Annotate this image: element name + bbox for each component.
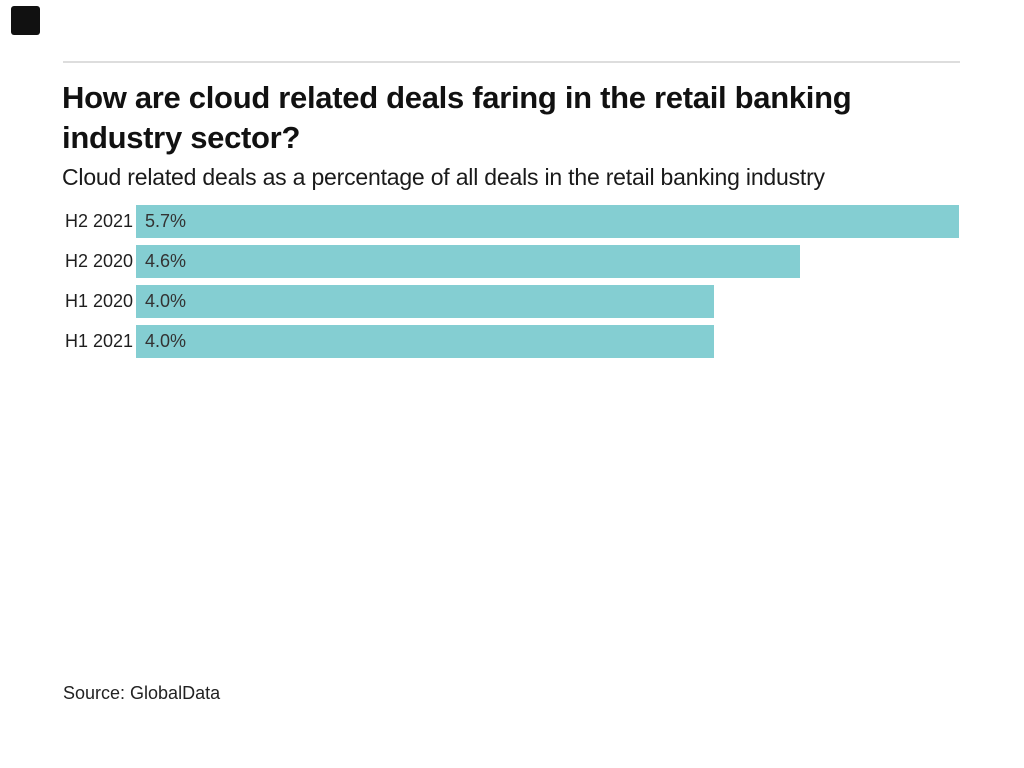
bar: 5.7% [136, 205, 959, 238]
bar-value-label: 5.7% [145, 211, 187, 231]
bar: 4.0% [136, 325, 714, 358]
bar-row: H2 2021 5.7% [65, 205, 985, 238]
page-title: How are cloud related deals faring in th… [62, 78, 852, 158]
category-label: H1 2020 [65, 291, 134, 311]
source-note: Source: GlobalData [63, 683, 221, 703]
category-label: H2 2020 [65, 251, 134, 271]
bar-value-label: 4.0% [145, 291, 187, 311]
header-divider [63, 61, 960, 63]
publisher-logo-block [11, 6, 40, 35]
bar-row: H1 2021 4.0% [65, 325, 985, 358]
bar-row: H2 2020 4.6% [65, 245, 985, 278]
category-label: H1 2021 [65, 331, 134, 351]
bar-value-label: 4.6% [145, 251, 187, 271]
bar: 4.6% [136, 245, 800, 278]
category-label: H2 2021 [65, 211, 134, 231]
page-title-line-2: industry sector? [62, 120, 301, 155]
page-subtitle: Cloud related deals as a percentage of a… [62, 164, 825, 190]
bar: 4.0% [136, 285, 714, 318]
page-title-line-1: How are cloud related deals faring in th… [62, 80, 852, 115]
bar-row: H1 2020 4.0% [65, 285, 985, 318]
bar-chart: H2 2021 5.7% H2 2020 4.6% H1 2020 4.0% H1 2021… [65, 205, 985, 365]
bar-value-label: 4.0% [145, 331, 187, 351]
